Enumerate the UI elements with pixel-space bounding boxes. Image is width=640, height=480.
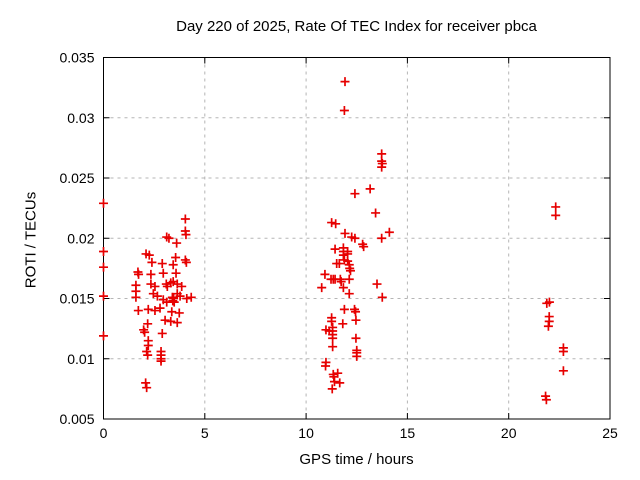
svg-text:0.035: 0.035 — [59, 50, 94, 66]
axis-tick-labels: 0 5 10 15 20 25 0.005 0.01 0.015 0.02 0.025 0.03 0.0… — [59, 50, 618, 442]
svg-text:0.005: 0.005 — [59, 411, 94, 427]
svg-text:10: 10 — [298, 425, 314, 441]
data-points-plus-markers — [99, 77, 568, 405]
chart-title: Day 220 of 2025, Rate Of TEC Index for r… — [176, 18, 537, 35]
svg-text:0.025: 0.025 — [59, 170, 94, 186]
axis-ticks — [103, 57, 611, 420]
svg-text:0.015: 0.015 — [59, 291, 94, 307]
svg-text:20: 20 — [501, 425, 517, 441]
svg-text:0: 0 — [100, 425, 108, 441]
svg-text:0.01: 0.01 — [67, 351, 94, 367]
svg-text:5: 5 — [201, 425, 209, 441]
svg-text:25: 25 — [602, 425, 618, 441]
svg-text:15: 15 — [400, 425, 416, 441]
x-axis-title: GPS time / hours — [299, 451, 414, 468]
svg-text:0.02: 0.02 — [67, 230, 94, 246]
svg-text:0.03: 0.03 — [67, 110, 94, 126]
